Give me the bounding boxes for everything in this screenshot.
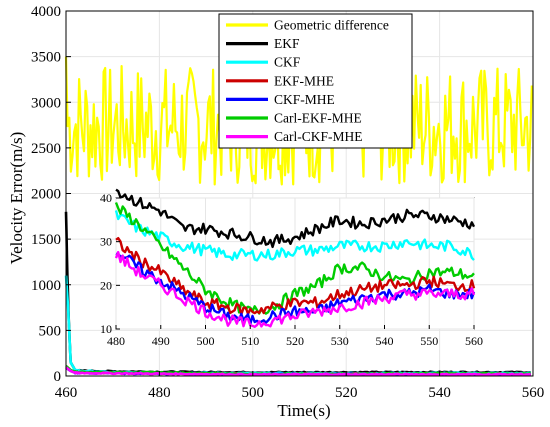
main-y-tick-label: 3000 (31, 95, 61, 111)
main-series-line-carl-ckf-mhe (65, 366, 531, 377)
inset-series-line-ekf (115, 188, 476, 249)
inset-series-line-carl-ekf-mhe (114, 202, 475, 315)
inset-y-tick-label: 20 (100, 278, 112, 292)
x-axis-label: Time(s) (277, 401, 330, 420)
inset-x-tick-label: 480 (107, 334, 125, 348)
inset-series-line-carl-ckf-mhe (114, 250, 476, 328)
inset-x-tick-label: 530 (331, 334, 349, 348)
legend-entry-label: Carl-EKF-MHE (274, 111, 362, 126)
inset-y-tick-label: 30 (100, 235, 112, 249)
legend-entry-label: Geometric difference (274, 18, 389, 33)
main-y-tick-label: 4000 (31, 4, 61, 20)
inset-x-tick-label: 540 (376, 334, 394, 348)
main-x-tick-label: 480 (148, 385, 171, 401)
main-y-tick-label: 1500 (31, 232, 61, 248)
y-axis-label: Velocity Error(m/s) (7, 132, 26, 265)
main-y-tick-label: 0 (54, 369, 62, 385)
inset-series-line-ckf (114, 210, 475, 262)
main-x-tick-label: 560 (522, 385, 545, 401)
inset-series-line-ckf-mhe (115, 252, 476, 326)
inset-series-line-ekf-mhe (115, 237, 476, 316)
legend-entry-label: Carl-CKF-MHE (274, 129, 363, 144)
legend-entry-label: EKF-MHE (274, 73, 334, 88)
inset-series-group (114, 188, 476, 328)
main-x-tick-label: 460 (55, 385, 78, 401)
main-y-tick-label: 1000 (31, 278, 61, 294)
main-x-tick-label: 540 (428, 385, 451, 401)
inset-chart: 480 490 500 510 520 530 540 550 560 10 20 30 40 (100, 188, 483, 348)
inset-x-tick-label: 500 (197, 334, 215, 348)
main-x-tick-label: 500 (242, 385, 265, 401)
inset-ticks: 480 490 500 510 520 530 540 550 560 10 20 30 40 (100, 191, 483, 348)
main-y-tick-label: 3500 (31, 50, 61, 66)
main-y-tick-label: 2000 (31, 187, 61, 203)
inset-y-tick-label: 40 (100, 191, 112, 205)
inset-x-tick-label: 490 (152, 334, 170, 348)
legend-entry-label: EKF (274, 36, 300, 51)
inset-x-tick-label: 560 (465, 334, 483, 348)
inset-x-tick-label: 510 (241, 334, 259, 348)
legend-entry-label: CKF-MHE (274, 92, 335, 107)
main-ticks: 460 480 500 520 540 560 0 500 1000 1500 2000 2500 30… (31, 4, 544, 401)
inset-y-tick-label: 10 (100, 322, 112, 336)
legend-entry-label: CKF (274, 55, 301, 70)
inset-x-tick-label: 520 (286, 334, 304, 348)
main-y-tick-label: 2500 (31, 141, 61, 157)
main-x-tick-label: 520 (335, 385, 358, 401)
inset-grid (115, 197, 475, 330)
legend: Geometric difference EKF CKF EKF-MHE CKF-MHE… (218, 13, 413, 149)
inset-x-tick-label: 550 (420, 334, 438, 348)
main-series-group (64, 56, 533, 377)
main-y-tick-label: 500 (39, 323, 62, 339)
